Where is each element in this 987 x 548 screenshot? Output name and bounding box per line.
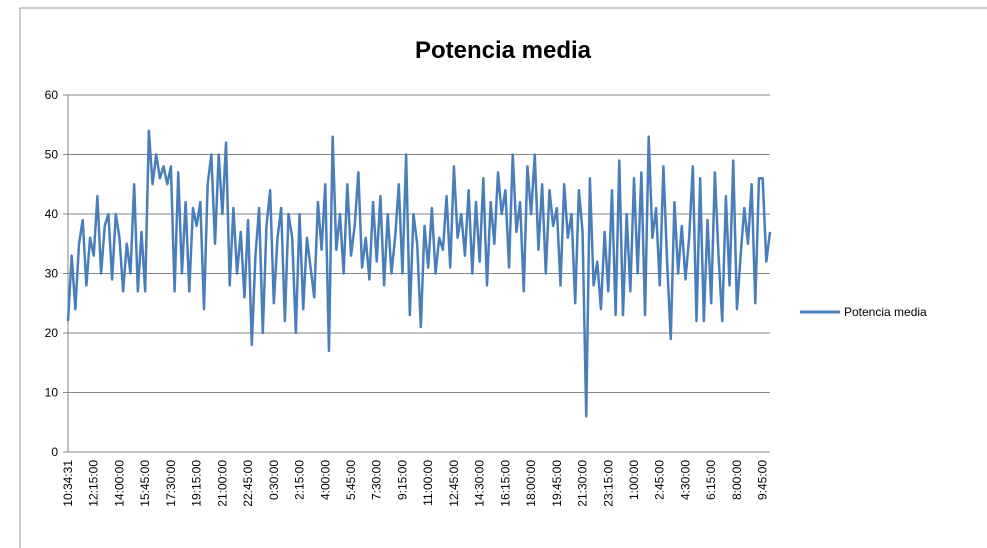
x-tick-label: 19:15:00	[190, 460, 204, 507]
x-tick-label: 12:15:00	[87, 460, 101, 507]
x-tick-label: 18:00:00	[524, 460, 538, 507]
x-tick-label: 4:30:00	[678, 460, 692, 500]
x-tick-label: 4:00:00	[318, 460, 332, 500]
x-tick-label: 16:15:00	[498, 460, 512, 507]
y-tick-label: 0	[51, 445, 58, 459]
x-tick-label: 21:30:00	[576, 460, 590, 507]
legend-label: Potencia media	[844, 305, 927, 319]
y-tick-label: 50	[45, 148, 59, 162]
x-tick-label: 1:00:00	[627, 460, 641, 500]
y-tick-label: 60	[45, 88, 59, 102]
x-tick-label: 23:15:00	[601, 460, 615, 507]
x-tick-label: 8:00:00	[730, 460, 744, 500]
x-tick-label: 11:00:00	[421, 460, 435, 506]
x-tick-label: 2:15:00	[293, 460, 307, 500]
x-tick-label: 21:00:00	[215, 460, 229, 507]
x-tick-label: 9:15:00	[395, 460, 409, 500]
y-tick-label: 40	[45, 207, 59, 221]
y-tick-label: 30	[45, 267, 59, 281]
x-tick-label: 6:15:00	[704, 460, 718, 500]
x-tick-label: 10:34:31	[61, 460, 75, 507]
x-tick-label: 5:45:00	[344, 460, 358, 500]
x-tick-label: 2:45:00	[653, 460, 667, 500]
data-line	[66, 129, 772, 418]
x-tick-label: 0:30:00	[267, 460, 281, 500]
y-tick-label: 20	[45, 326, 59, 340]
chart-title: Potencia media	[415, 37, 592, 64]
x-tick-label: 15:45:00	[138, 460, 152, 507]
x-tick-label: 7:30:00	[370, 460, 384, 500]
x-tick-label: 14:30:00	[473, 460, 487, 507]
x-tick-label: 9:45:00	[756, 460, 770, 500]
x-tick-label: 17:30:00	[164, 460, 178, 507]
x-tick-label: 22:45:00	[241, 460, 255, 507]
x-tick-label: 19:45:00	[550, 460, 564, 507]
x-tick-label: 14:00:00	[112, 460, 126, 507]
x-tick-label: 12:45:00	[447, 460, 461, 507]
y-tick-label: 10	[45, 386, 59, 400]
